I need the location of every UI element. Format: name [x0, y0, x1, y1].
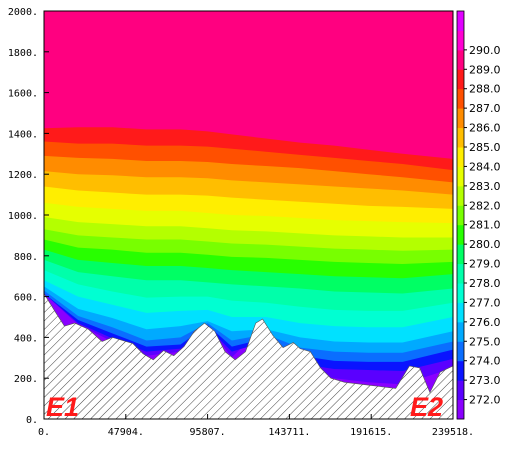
- colorbar-swatch: [457, 302, 464, 323]
- x-axis: 0. 47904. 95807. 143711. 191615. 239518.: [38, 414, 474, 438]
- colorbar-swatch: [457, 360, 464, 381]
- colorbar-label: 282.0: [469, 199, 501, 212]
- colorbar-label: 280.0: [469, 238, 501, 251]
- colorbar-swatch: [457, 49, 464, 70]
- colorbar-label: 289.0: [469, 63, 501, 76]
- colorbar-label: 283.0: [469, 180, 501, 193]
- colorbar-swatch: [457, 399, 464, 420]
- temperature-fill-bands: [44, 11, 453, 419]
- terrain-layer: [44, 292, 453, 419]
- colorbar-swatch: [457, 147, 464, 167]
- colorbar-swatch: [457, 69, 464, 90]
- colorbar-swatch: [457, 108, 464, 129]
- colorbar-label: 273.0: [469, 374, 501, 387]
- annotation-e1: E1: [46, 392, 79, 422]
- y-tick-label: 0.: [26, 415, 38, 426]
- y-tick-label: 1600.: [8, 89, 38, 100]
- colorbar-swatch: [457, 341, 464, 362]
- colorbar-swatch: [457, 166, 464, 187]
- x-tick-label: 95807.: [190, 427, 226, 438]
- colorbar-label: 285.0: [469, 141, 501, 154]
- plot-area: [44, 11, 453, 419]
- y-axis: 0. 200. 400. 600. 800. 1000. 1200. 1400. 1600. 18…: [8, 7, 49, 426]
- y-tick-label: 1800.: [8, 48, 38, 59]
- colorbar-label: 278.0: [469, 277, 501, 290]
- y-tick-label: 1400.: [8, 129, 38, 140]
- annotation-e2: E2: [410, 392, 443, 422]
- band-above-291: [44, 11, 453, 159]
- colorbar-label: 288.0: [469, 83, 501, 96]
- y-tick-label: 1200.: [8, 170, 38, 181]
- y-tick-label: 200.: [14, 374, 38, 385]
- terrain-hatch: [44, 292, 453, 419]
- colorbar-swatch: [457, 321, 464, 342]
- x-tick-label: 239518.: [432, 427, 474, 438]
- colorbar-frame: [456, 10, 465, 420]
- colorbar-swatch: [457, 244, 464, 265]
- y-tick-label: 2000.: [8, 7, 38, 18]
- colorbar-label: 284.0: [469, 160, 501, 173]
- colorbar-label: 277.0: [469, 296, 501, 309]
- colorbar-label: 276.0: [469, 316, 501, 329]
- colorbar: 272.0 273.0 274.0 275.0 276.0 277.0 278.0 279.0…: [456, 10, 501, 420]
- colorbar-swatch: [457, 30, 464, 51]
- x-tick-label: 143711.: [268, 427, 310, 438]
- y-tick-label: 800.: [14, 252, 38, 263]
- colorbar-swatch: [457, 224, 464, 245]
- colorbar-swatch: [457, 11, 464, 31]
- colorbar-label: 281.0: [469, 219, 501, 232]
- y-tick-label: 400.: [14, 333, 38, 344]
- colorbar-swatch: [457, 185, 464, 206]
- colorbar-swatch: [457, 263, 464, 284]
- colorbar-swatch: [457, 205, 464, 226]
- colorbar-swatch: [457, 380, 464, 401]
- colorbar-label: 287.0: [469, 102, 501, 115]
- colorbar-swatch: [457, 283, 464, 303]
- colorbar-swatch: [457, 127, 464, 148]
- y-tick-label: 1000.: [8, 211, 38, 222]
- x-tick-label: 191615.: [350, 427, 392, 438]
- y-tick-label: 600.: [14, 293, 38, 304]
- colorbar-label: 274.0: [469, 355, 501, 368]
- x-tick-label: 0.: [38, 427, 50, 438]
- colorbar-label: 290.0: [469, 44, 501, 57]
- colorbar-label: 286.0: [469, 122, 501, 135]
- x-tick-label: 47904.: [108, 427, 144, 438]
- colorbar-label: 275.0: [469, 335, 501, 348]
- colorbar-label: 279.0: [469, 258, 501, 271]
- colorbar-label: 272.0: [469, 394, 501, 407]
- colorbar-swatch: [457, 88, 464, 109]
